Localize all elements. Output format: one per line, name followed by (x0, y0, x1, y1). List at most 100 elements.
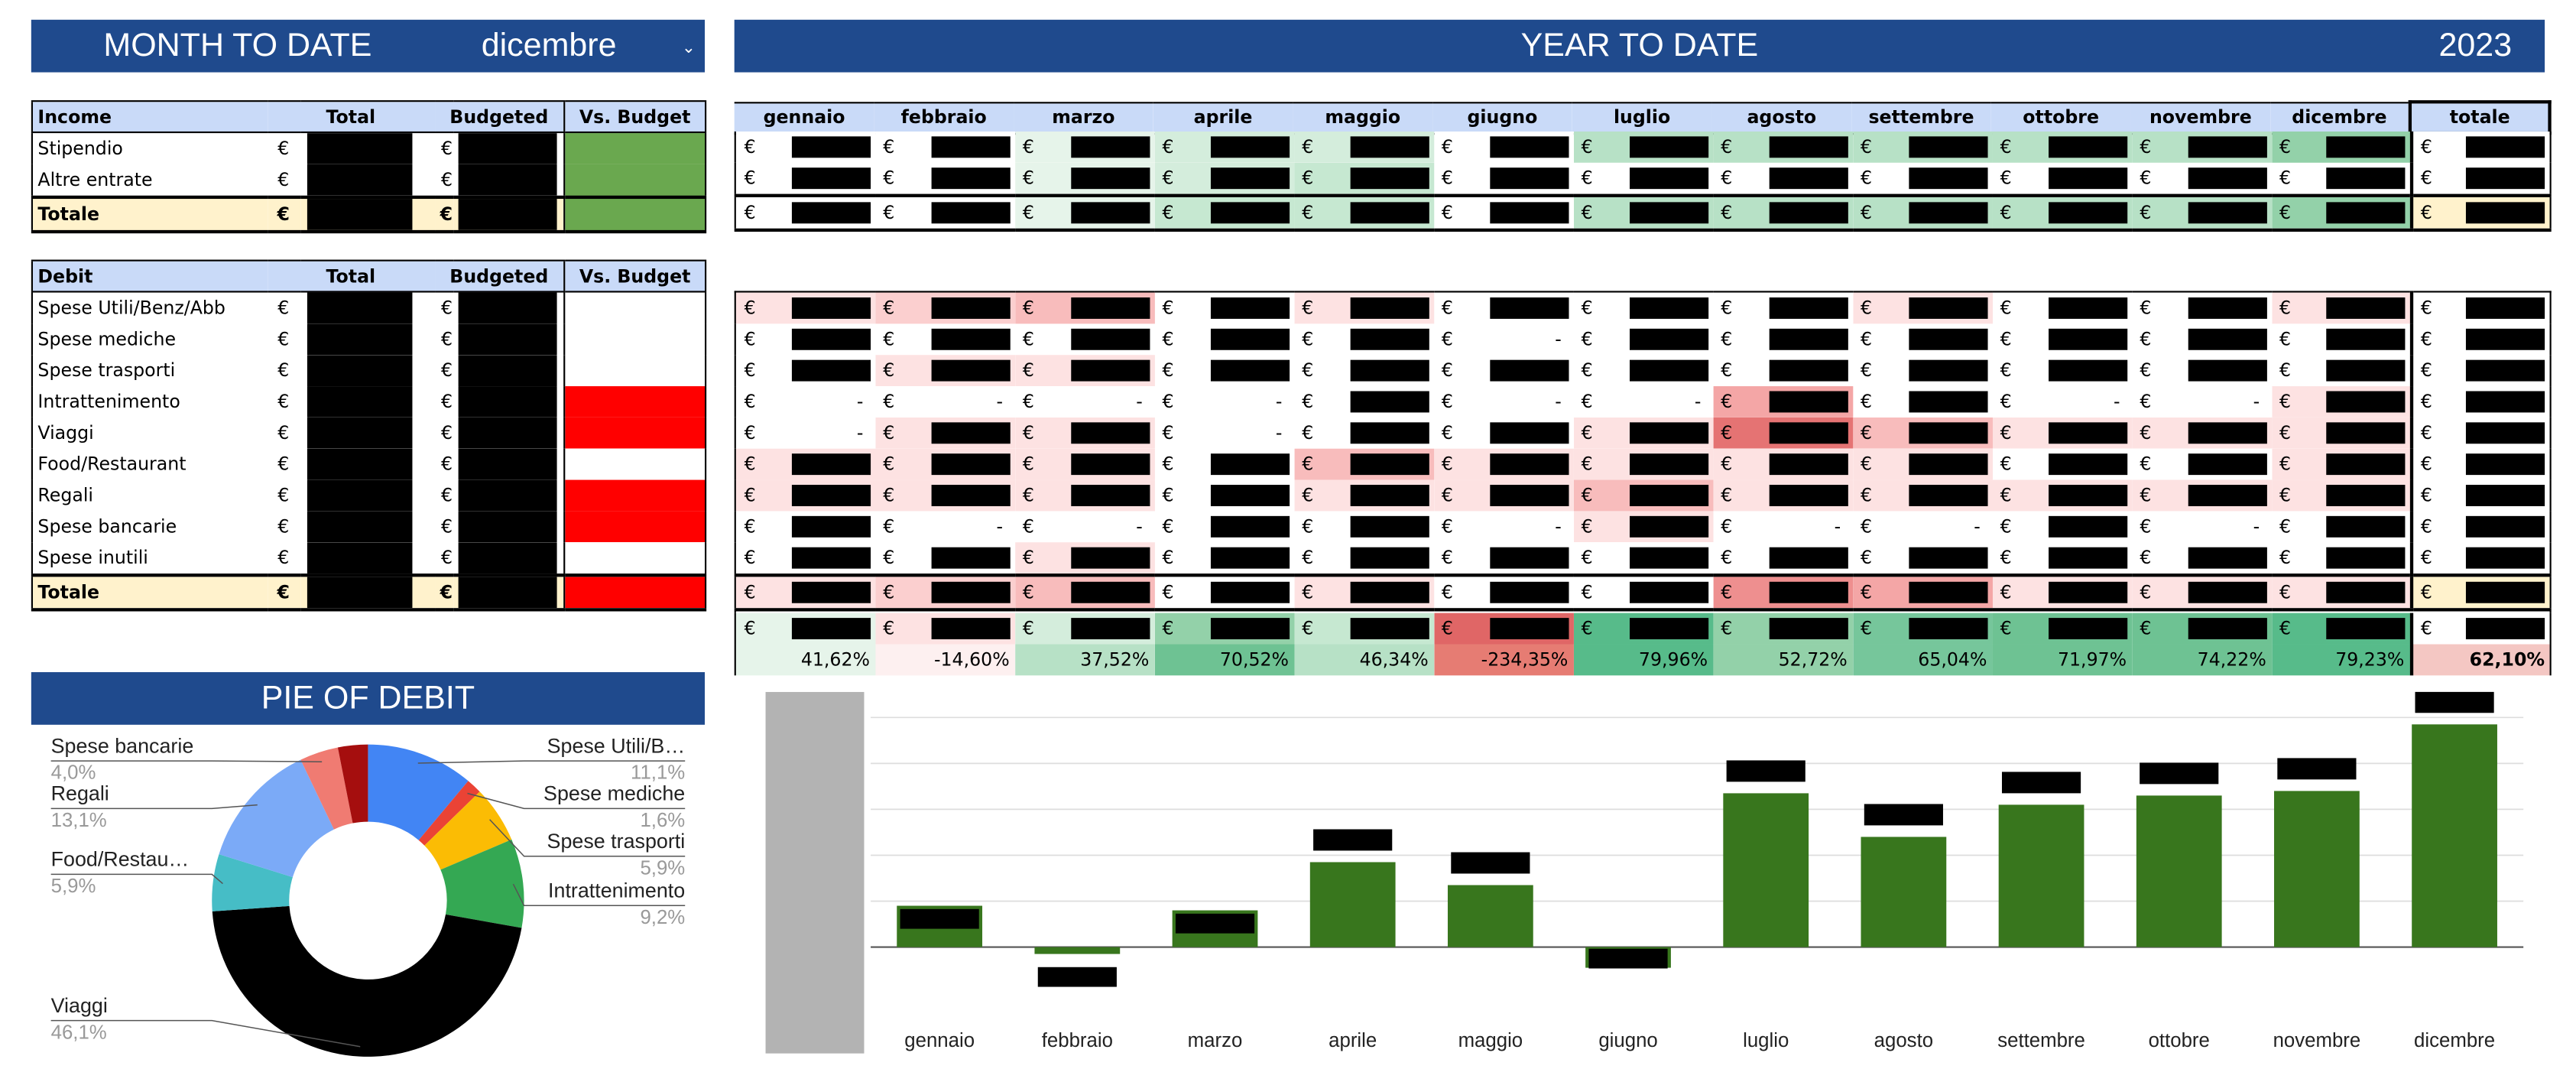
redacted-block (2465, 202, 2545, 224)
ytd-cell: € (1433, 355, 1573, 387)
redacted-block (1349, 547, 1429, 569)
ytd-cell: € (735, 291, 875, 324)
cell-content: € (874, 418, 1014, 449)
cell-content: € (1433, 132, 1573, 163)
ytd-cell: € (1712, 355, 1853, 387)
ytd-cell: € (1293, 448, 1434, 480)
cell-content: € (1293, 163, 1433, 194)
euro-sign: € (1581, 485, 1593, 506)
redacted-block (1768, 547, 1848, 569)
euro-sign: € (1581, 422, 1593, 444)
ytd-cell: € (1572, 131, 1713, 163)
redacted-block (2187, 297, 2266, 319)
redacted-block (2187, 485, 2266, 506)
x-tick-label: luglio (1743, 1030, 1789, 1051)
redacted-data-label (2140, 762, 2219, 785)
month-header-luglio: luglio (1572, 101, 1712, 135)
cell-content: € (736, 449, 875, 480)
redacted-budgeted (453, 132, 564, 164)
ytd-cell: € (1293, 131, 1434, 163)
euro-sign: € (1441, 202, 1453, 224)
euro-sign: € (441, 485, 453, 506)
redacted-block (2325, 359, 2405, 382)
euro-sign: € (1162, 453, 1174, 476)
redacted-block (1908, 391, 1987, 413)
euro-sign: € (1581, 359, 1593, 382)
redacted-block (1070, 328, 1150, 350)
cell-content: € (1293, 355, 1433, 386)
cell-content: € (1573, 323, 1713, 355)
ytd-cell: € (735, 323, 875, 356)
redacted-block (2465, 618, 2545, 640)
cell-content: € (874, 132, 1014, 163)
cell-content: € (1713, 418, 1853, 449)
euro-sign: € (1022, 391, 1034, 413)
month-header-ottobre: ottobre (1990, 101, 2131, 135)
cell-content: € (2271, 293, 2409, 324)
cell-content: € (2132, 449, 2272, 480)
redacted-block (930, 547, 1010, 569)
ytd-cell: € (2131, 417, 2272, 449)
debit-pie-chart[interactable]: Spese Utili/B…11,1%Spese mediche1,6%Spes… (31, 729, 705, 1058)
cell-content: € - (736, 418, 875, 449)
ytd-cell: € (1712, 612, 1853, 645)
cell-content: € - (1433, 386, 1573, 418)
cell-content: € (2271, 199, 2409, 227)
euro-sign: € (1162, 328, 1174, 350)
pie-leader-line (467, 792, 686, 810)
cell-content: € (736, 199, 875, 227)
ytd-cell: € (2409, 323, 2551, 356)
euro-sign: € (1721, 167, 1733, 190)
debit-table: Debit Total Budgeted Vs. Budget Spese Ut… (31, 259, 707, 612)
ytd-debit-total-row: € € € € € € € € € € € € € (735, 573, 2551, 612)
month-select[interactable]: dicembre (481, 28, 617, 64)
ytd-income-total-row: € € € € € € € € € € € € € (735, 193, 2551, 232)
caret-down-icon[interactable]: ⌄ (681, 39, 696, 58)
x-tick-label: novembre (2273, 1030, 2361, 1051)
redacted-block (1628, 359, 1708, 382)
euro-sign: € (744, 485, 756, 506)
ytd-cell: € (1153, 573, 1294, 612)
cell-content: € (2414, 386, 2549, 418)
euro-sign: € (2140, 547, 2152, 569)
ytd-cell: € (1153, 612, 1294, 645)
redacted-budgeted (453, 511, 564, 543)
euro-sign: € (883, 328, 895, 350)
redacted-block (1489, 167, 1569, 190)
euro-sign: € (2279, 359, 2292, 382)
cell-content: € (1992, 542, 2132, 573)
euro-sign: € (883, 485, 895, 506)
cell-content: € - (1014, 511, 1154, 542)
cell-content: € - (1573, 386, 1713, 418)
redacted-block (1349, 581, 1429, 603)
redacted-block (1628, 422, 1708, 444)
cell-content: € (1852, 579, 1992, 607)
cell-content: € (874, 293, 1014, 324)
euro-sign: € (1302, 202, 1314, 224)
redacted-block (1628, 167, 1708, 190)
chart-bar (1723, 793, 1809, 947)
pie-leader-line (50, 873, 223, 885)
ytd-cell: € (2409, 193, 2551, 232)
ytd-cell: € (1712, 323, 1853, 356)
redacted-block (2047, 202, 2127, 224)
euro-sign: € (1441, 297, 1453, 319)
redacted-block (1489, 547, 1569, 569)
cell-content: € (1293, 480, 1433, 512)
euro-sign: € (1581, 453, 1593, 476)
ytd-cell: € (2271, 386, 2411, 418)
ytd-cell: € - (874, 511, 1015, 543)
redacted-block (306, 386, 412, 418)
cell-content: € (1573, 199, 1713, 227)
ytd-cell: € (1852, 193, 1992, 232)
euro-sign: € (277, 422, 290, 444)
cell-content: € (1713, 449, 1853, 480)
redacted-total (300, 542, 434, 575)
ytd-cell: € - (1572, 386, 1713, 418)
ytd-cell: € (1433, 573, 1573, 612)
euro-sign: € (277, 138, 290, 160)
dash-value: - (1834, 515, 1841, 538)
cell-content: € (2271, 480, 2409, 512)
ytd-cell: € (2409, 291, 2551, 324)
redacted-budgeted (453, 386, 564, 418)
